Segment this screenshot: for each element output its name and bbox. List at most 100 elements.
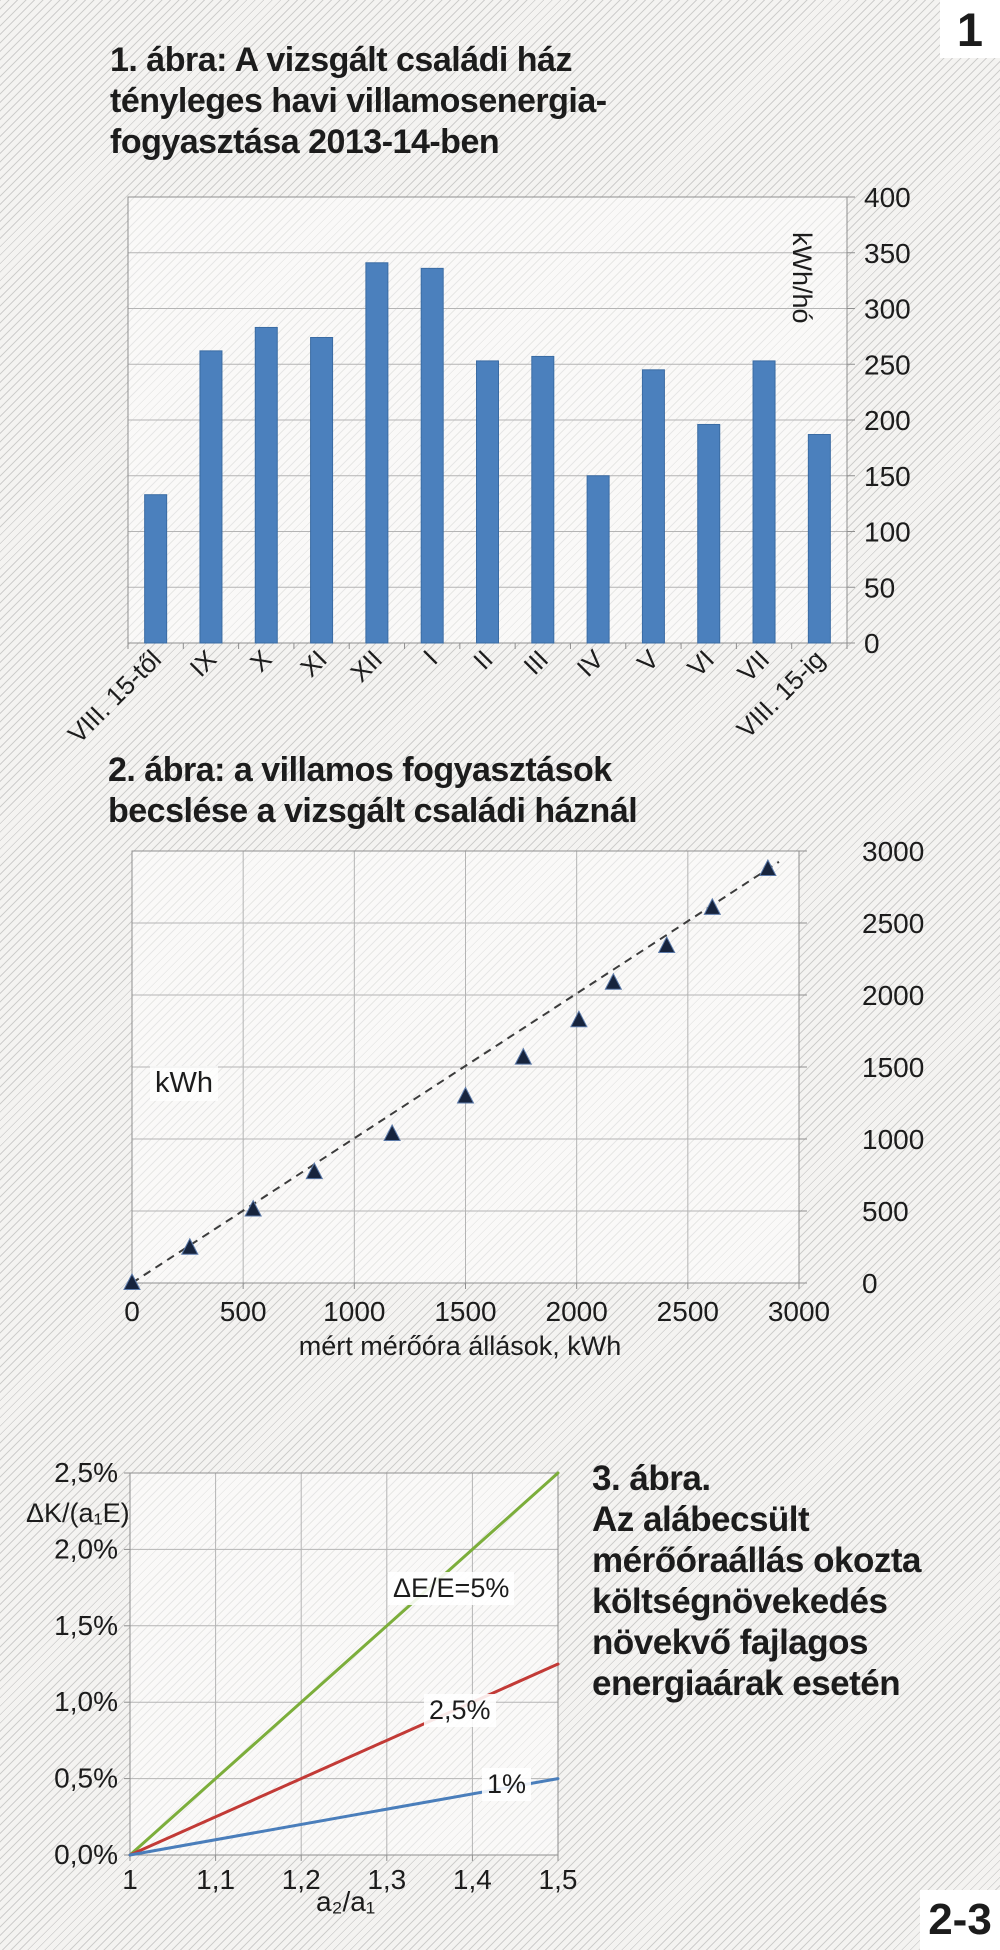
figure1-x-category-label: IX	[184, 644, 223, 683]
figure2-scatter-point	[604, 972, 623, 990]
figure3-y-tick-label: 0,5%	[54, 1763, 118, 1794]
figure2-x-tick-label: 500	[220, 1296, 267, 1327]
figure3-x-tick-label: 1,1	[196, 1864, 235, 1895]
figure3-title-line6: energiaárak esetén	[592, 1664, 901, 1703]
figure3-x-tick-label: 1,2	[282, 1864, 321, 1895]
figure2-trend-line	[131, 860, 780, 1284]
figure2-title-line2: becslése a vizsgált családi háznál	[108, 792, 638, 830]
figure1-bar	[199, 350, 223, 644]
page-number-top-badge: 1	[940, 0, 1000, 58]
figure2-x-tick-label: 0	[124, 1296, 140, 1327]
figure1-bar	[420, 267, 444, 644]
figure2-scatter-point	[180, 1237, 199, 1255]
figure3-y-tick-label: 1,0%	[54, 1686, 118, 1717]
figure1-bar	[310, 336, 334, 644]
figure1-x-category-label: XII	[344, 644, 388, 688]
figure2-plot-border	[131, 850, 800, 1284]
figure1-bar	[807, 433, 831, 644]
figure1-x-category-label: I	[417, 644, 443, 670]
figure2-y-tick-label: 2500	[862, 908, 924, 939]
figure2-scatter-point	[123, 1272, 141, 1290]
figure3-y-tick-label: 2,0%	[54, 1533, 118, 1564]
figure1-unit-label: kWh/hó	[787, 232, 817, 324]
figure2-y-tick-label: 2000	[862, 980, 924, 1011]
figure2-scatter-chart: 0 0 500 500 1000 1000 1500 1500 2000 2000 2500 2500…	[123, 836, 924, 1327]
figure1-y-tick-label: 50	[864, 572, 895, 603]
figure2-y-tick-label: 3000	[862, 836, 924, 867]
figure1-y-tick-label: 350	[864, 238, 911, 269]
figure1-x-category-label: XI	[294, 644, 333, 683]
figure1-y-tick-label: 300	[864, 294, 911, 325]
figure3-y-tick-label: 2,5%	[54, 1457, 118, 1488]
figure1-x-category-label: X	[244, 644, 277, 677]
figure1-bar	[697, 423, 721, 644]
figure1-title: 1. ábra: A vizsgált családi ház ténylege…	[110, 40, 607, 163]
figure2-x-tick-label: 2000	[546, 1296, 608, 1327]
figure1-x-category-label: V	[631, 644, 665, 678]
figure1-bar	[365, 262, 389, 644]
figure3-yaxis-label: ΔK/(a₁E)	[26, 1498, 130, 1528]
figure3-title-line2: Az alábecsült	[592, 1500, 810, 1539]
figure2-y-tick-label: 0	[862, 1268, 878, 1299]
figure2-yaxis-unit-label: kWh	[150, 1066, 218, 1102]
figure1-y-tick-label: 200	[864, 405, 911, 436]
figure2-scatter-point	[456, 1086, 475, 1104]
figure3-title-line5: növekvő fajlagos	[592, 1623, 868, 1662]
figure3-xaxis-label: a₂/a₁	[316, 1886, 376, 1917]
figure2-scatter-point	[305, 1162, 324, 1180]
figure2-y-tick-label: 1000	[862, 1124, 924, 1155]
figure1-bar	[476, 360, 499, 644]
figure3-x-tick-label: 1	[122, 1864, 138, 1895]
figure2-y-tick-label: 1500	[862, 1052, 924, 1083]
figure3-x-tick-label: 1,5	[539, 1864, 578, 1895]
series-label-1pct: 1%	[482, 1768, 532, 1802]
figure1-bar	[254, 326, 278, 644]
figure1-title-line2: tényleges havi villamosenergia-	[110, 82, 607, 120]
figure3-title: 3. ábra. Az alábecsült mérőóraállás okoz…	[592, 1458, 921, 1704]
page-number-bottom: 2-3	[928, 1895, 992, 1944]
figure2-x-tick-label: 1000	[323, 1296, 385, 1327]
figure1-x-category-label: VI	[681, 644, 720, 683]
figure3-title-line1: 3. ábra.	[592, 1459, 711, 1498]
figure1-bar	[144, 494, 168, 644]
figure1-bar	[752, 360, 776, 644]
figure1-bar	[641, 369, 665, 644]
figure1-y-tick-label: 250	[864, 349, 911, 380]
figure2-x-tick-label: 3000	[768, 1296, 830, 1327]
figure2-scatter-point	[383, 1123, 401, 1141]
figure1-y-tick-label: 150	[864, 461, 911, 492]
figure2-x-tick-label: 1500	[434, 1296, 496, 1327]
page-number-bottom-badge: 2-3	[920, 1890, 1000, 1950]
figure1-y-tick-label: 100	[864, 517, 911, 548]
series-label-5pct: ΔE/E=5%	[388, 1572, 515, 1606]
figure3-title-line4: költségnövekedés	[592, 1582, 888, 1621]
figure1-bar	[531, 355, 555, 644]
figure2-scatter-point	[514, 1047, 533, 1065]
figure3-y-tick-label: 1,5%	[54, 1610, 118, 1641]
figure3-x-tick-label: 1,4	[453, 1864, 492, 1895]
figure1-title-line3: fogyasztása 2013-14-ben	[110, 123, 500, 161]
figure2-scatter-point	[759, 858, 777, 876]
figure2-scatter-point	[657, 935, 676, 954]
figure2-title-line1: 2. ábra: a villamos fogyasztások	[108, 751, 612, 789]
figure2-y-tick-label: 500	[862, 1196, 909, 1227]
page-number-top: 1	[956, 2, 984, 56]
figure3-x-tick-label: 1,3	[367, 1864, 406, 1895]
figure3-title-line3: mérőóraállás okozta	[592, 1541, 921, 1580]
figure2-scatter-point	[703, 897, 722, 915]
figure1-x-category-label: IV	[571, 644, 610, 683]
figure1-title-line1: 1. ábra: A vizsgált családi ház	[110, 41, 572, 79]
figure2-title: 2. ábra: a villamos fogyasztások becslés…	[108, 750, 638, 832]
series-label-2-5pct: 2,5%	[424, 1694, 496, 1728]
figure1-x-category-label: III	[518, 644, 555, 681]
figure2-scatter-point	[570, 1010, 588, 1028]
figure2-xaxis-title: mért mérőóra állások, kWh	[298, 1331, 622, 1361]
figure1-x-category-label: II	[467, 644, 498, 675]
figure2-scatter-point	[244, 1199, 262, 1217]
figure1-x-category-label: VIII. 15-től	[62, 644, 167, 749]
figure1-y-tick-label: 0	[864, 628, 880, 659]
figure1-bar	[586, 475, 610, 644]
figure3-series-line	[128, 1471, 560, 1857]
